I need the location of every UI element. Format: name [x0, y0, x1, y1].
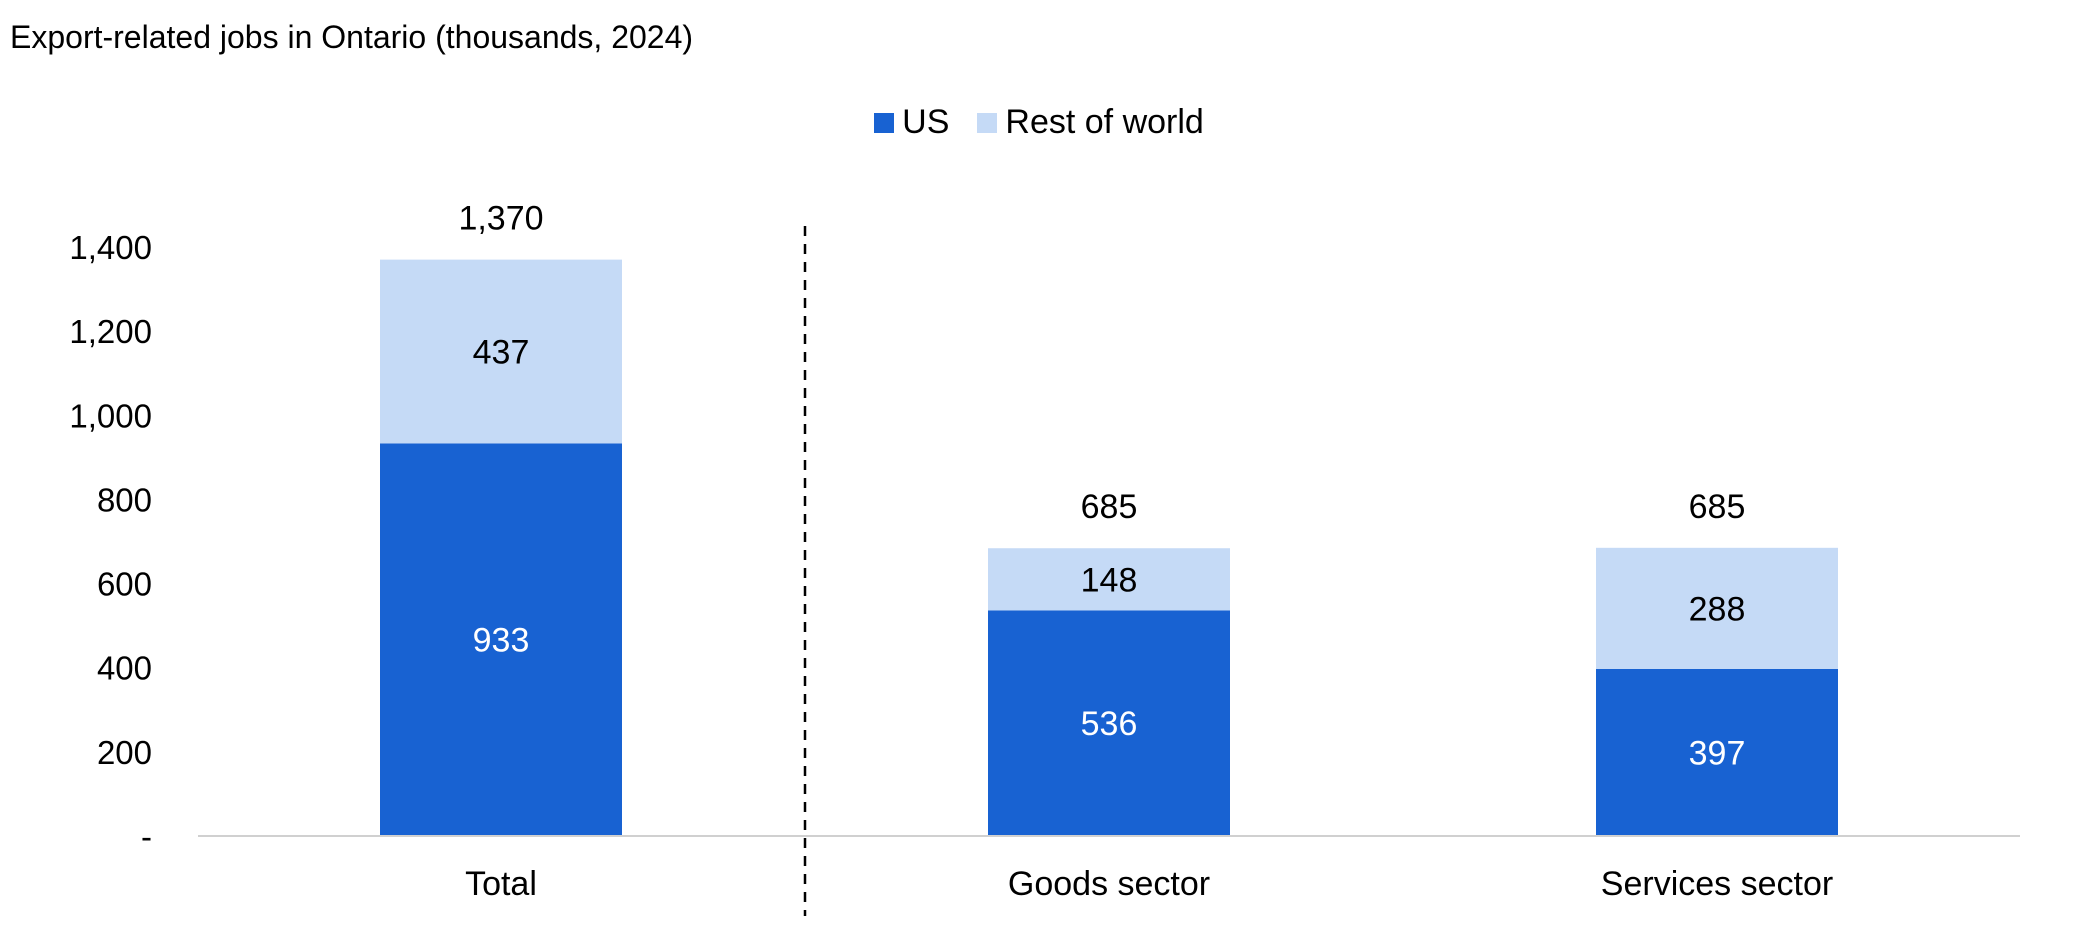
x-category-label: Services sector [1601, 865, 1833, 903]
data-label: 437 [473, 334, 530, 372]
y-tick-label: 1,400 [69, 229, 152, 266]
legend-label-rest-of-world: Rest of world [1005, 103, 1204, 141]
data-label: 536 [1081, 705, 1138, 743]
bar-segment [1596, 547, 1838, 669]
bar-segment [988, 548, 1230, 611]
y-tick-label: 1,000 [69, 397, 152, 434]
bar-segment [1596, 668, 1838, 836]
y-tick-label: 200 [97, 734, 152, 771]
bar-segment [380, 443, 622, 836]
bar-segment [988, 610, 1230, 836]
data-label: 288 [1689, 590, 1746, 628]
total-label: 685 [1689, 488, 1746, 526]
total-label: 685 [1081, 488, 1138, 526]
x-category-label: Total [465, 865, 537, 903]
bar-segment [380, 259, 622, 444]
y-tick-label: - [141, 818, 152, 855]
data-label: 148 [1081, 561, 1138, 599]
legend-swatch-us [874, 112, 895, 133]
legend-item-rest-of-world: Rest of world [977, 103, 1204, 142]
chart-title: Export-related jobs in Ontario (thousand… [10, 19, 694, 55]
y-tick-label: 600 [97, 566, 152, 603]
legend: US Rest of world [0, 103, 2078, 142]
legend-item-us: US [874, 103, 949, 142]
data-label: 933 [473, 622, 530, 660]
total-label: 1,370 [458, 200, 543, 238]
legend-label-us: US [902, 103, 950, 141]
y-tick-label: 400 [97, 650, 152, 687]
data-label: 397 [1689, 734, 1746, 772]
legend-swatch-rest-of-world [977, 112, 998, 133]
y-tick-label: 1,200 [69, 313, 152, 350]
x-category-label: Goods sector [1008, 865, 1210, 903]
y-tick-label: 800 [97, 481, 152, 518]
